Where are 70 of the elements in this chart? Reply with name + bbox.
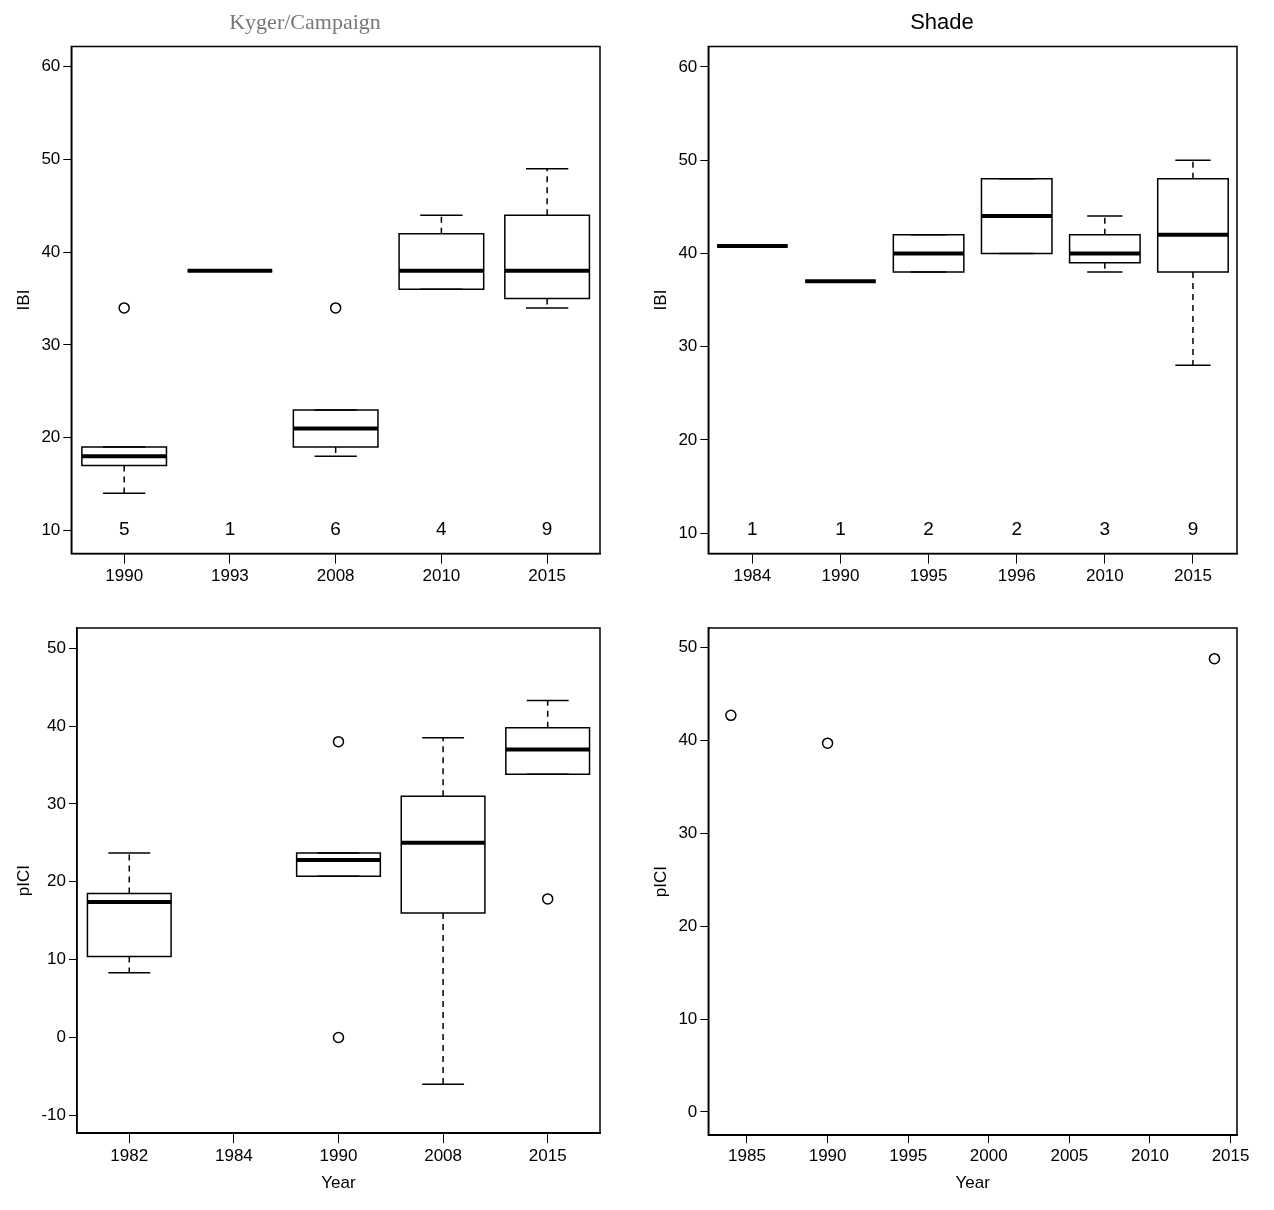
y-tick-label: 60 [41,56,61,76]
x-tick-label: 2000 [969,1145,1008,1165]
y-tick-label: 40 [678,243,698,263]
x-tick-label: 1995 [889,1145,928,1165]
point [821,736,834,749]
x-tick-label: 2010 [1085,566,1124,586]
y-tick-label: 50 [678,636,698,656]
annotation: 9 [1187,517,1199,539]
y-tick-label: 30 [47,793,66,813]
x-tick-label: 2005 [1050,1145,1089,1165]
x-tick-label: 1982 [110,1145,149,1165]
x-tick-label: 2008 [424,1145,463,1165]
y-tick-label: 0 [56,1026,66,1046]
chart-title: Kyger/Campaign [229,8,381,34]
y-tick-label: 20 [678,429,698,449]
y-tick-label: 60 [678,56,698,76]
x-axis-title: Year [321,1172,356,1192]
annotation: 1 [747,517,758,539]
y-tick-label: 20 [47,870,66,890]
x-tick-label: 1984 [733,566,772,586]
x-tick-label: 1993 [211,566,249,586]
point [1208,652,1221,664]
annotation: 3 [1099,517,1111,539]
x-tick-label: 1996 [997,566,1036,586]
y-tick-label: 10 [41,520,61,540]
x-tick-label: 2015 [1174,566,1212,586]
x-tick-label: 1985 [728,1145,766,1165]
x-tick-label: 1984 [214,1145,253,1165]
annotation: 1 [835,517,846,539]
y-axis-title: IBI [13,289,33,311]
y-tick-label: 50 [678,149,698,169]
x-tick-label: 2010 [422,566,461,586]
x-tick-label: 1995 [909,566,948,586]
annotation: 9 [541,517,553,539]
x-tick-label: 2015 [528,1145,567,1165]
y-tick-label: 50 [47,637,66,657]
annotation: 1 [224,517,236,539]
y-tick-label: 20 [678,915,698,935]
x-tick-label: 2015 [528,566,567,586]
y-tick-label: 10 [47,948,66,968]
annotation: 2 [923,517,934,539]
x-tick-label: 1990 [808,1145,847,1165]
x-axis-title: Year [955,1172,991,1192]
point [725,709,737,721]
annotation: 2 [1011,517,1022,539]
y-tick-label: 40 [41,241,61,261]
annotation: 4 [436,517,448,539]
x-tick-label: 2015 [1211,1145,1250,1165]
x-tick-label: 2008 [316,566,355,586]
x-tick-label: 1990 [821,566,860,586]
y-tick-label: -10 [41,1104,66,1124]
y-axis-title: pICI [13,864,33,896]
y-tick-label: 0 [687,1101,698,1121]
y-tick-label: 10 [678,1008,698,1028]
x-tick-label: 2010 [1131,1145,1169,1165]
y-tick-label: 40 [47,715,66,735]
y-tick-label: 40 [678,729,698,749]
chart-title: Shade [910,9,974,35]
y-tick-label: 50 [41,149,61,169]
y-tick-label: 30 [678,336,698,356]
y-axis-title: pICI [650,865,670,897]
y-tick-label: 30 [678,822,698,842]
y-tick-label: 30 [41,334,61,354]
y-tick-label: 10 [678,522,698,542]
annotation: 5 [118,517,130,539]
x-tick-label: 1990 [105,566,144,586]
y-axis-title: IBI [650,289,670,311]
y-tick-label: 20 [41,427,61,447]
annotation: 6 [330,517,341,539]
x-tick-label: 1990 [319,1145,358,1165]
